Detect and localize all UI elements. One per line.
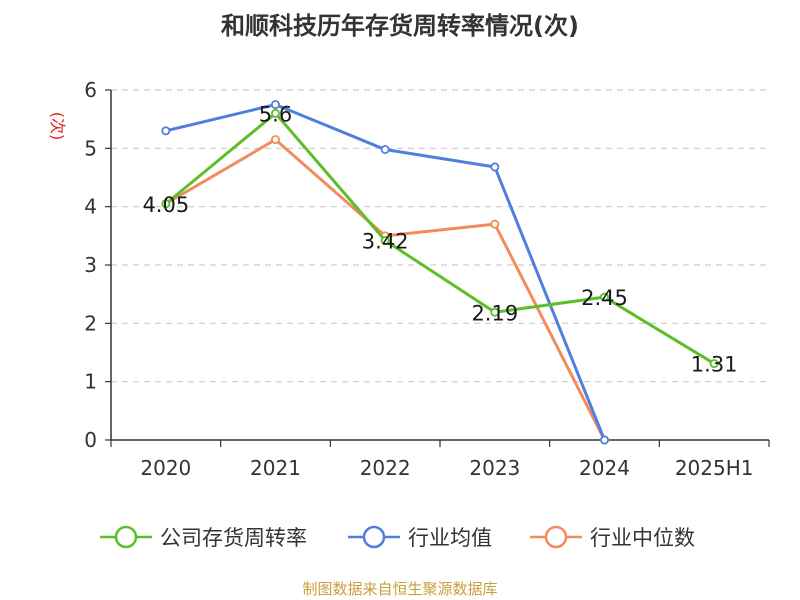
- legend-label: 公司存货周转率: [160, 526, 307, 550]
- legend-label: 行业中位数: [590, 526, 695, 550]
- data-labels: 4.05 5.6 3.42 2.19 2.45 1.31: [142, 102, 737, 376]
- y-axis-label: (次): [48, 112, 67, 141]
- y-tick-label: 3: [84, 253, 97, 277]
- x-tick-label: 2025H1: [675, 456, 754, 480]
- data-point: [161, 126, 171, 136]
- legend-marker: [114, 525, 138, 549]
- y-tick-label: 1: [84, 370, 97, 394]
- series-lines: [161, 100, 719, 445]
- data-point: [490, 307, 500, 317]
- x-tick-label: 2023: [469, 456, 520, 480]
- data-point: [380, 235, 390, 245]
- x-tick-label: 2024: [579, 456, 630, 480]
- series-line: [164, 111, 715, 365]
- y-tick-label: 2: [84, 311, 97, 335]
- data-point: [380, 144, 390, 154]
- x-tick-label: 2022: [360, 456, 411, 480]
- y-tick-label: 4: [84, 195, 97, 219]
- source-note: 制图数据来自恒生聚源数据库: [302, 580, 498, 598]
- chart-title: 和顺科技历年存货周转率情况(次): [221, 12, 579, 40]
- legend-marker: [362, 525, 386, 549]
- legend-marker: [544, 525, 568, 549]
- data-label: 5.6: [259, 102, 292, 126]
- data-point: [270, 100, 280, 110]
- data-point: [270, 135, 280, 145]
- data-point: [161, 199, 171, 209]
- data-label: 4.05: [142, 193, 189, 217]
- data-point: [600, 292, 610, 302]
- y-tick-label: 6: [84, 78, 97, 102]
- legend-label: 行业均值: [408, 526, 492, 550]
- series-line: [165, 138, 606, 441]
- data-point: [600, 435, 610, 445]
- legend: 公司存货周转率 行业均值 行业中位数: [100, 525, 695, 550]
- data-point: [270, 108, 280, 118]
- x-tick-label: 2020: [140, 456, 191, 480]
- axes: 0 1 2 3 4 5 6 2020 2021 2022 2023 2024 2025H1: [84, 78, 770, 480]
- data-label: 1.31: [691, 353, 738, 377]
- x-tick-label: 2021: [250, 456, 301, 480]
- data-point: [490, 162, 500, 172]
- data-point: [709, 359, 719, 369]
- data-point: [490, 219, 500, 229]
- series-line: [165, 103, 606, 441]
- data-label: 2.45: [581, 286, 628, 310]
- data-label: 3.42: [362, 230, 409, 254]
- data-label: 2.19: [471, 301, 518, 325]
- y-tick-label: 5: [84, 136, 97, 160]
- y-tick-label: 0: [84, 428, 97, 452]
